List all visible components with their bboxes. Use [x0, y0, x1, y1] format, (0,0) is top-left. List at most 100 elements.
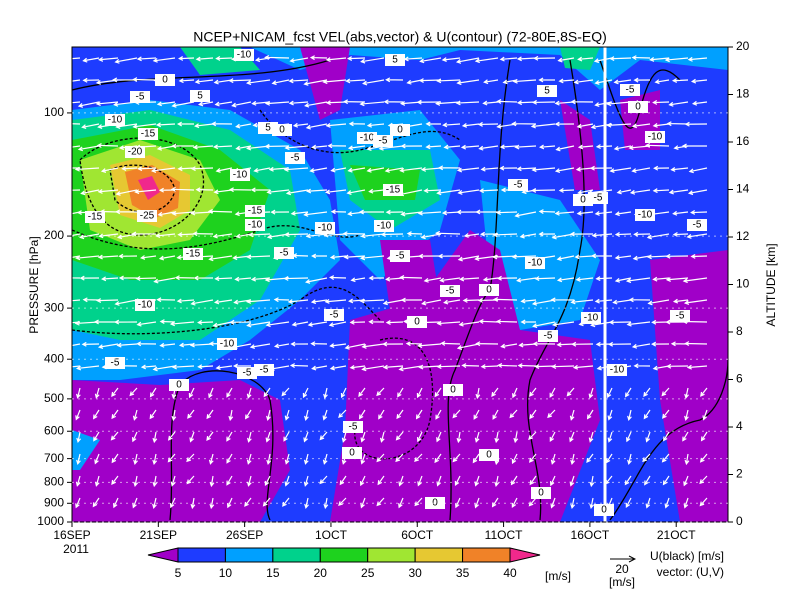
wind-vector: [379, 431, 385, 443]
wind-vector: [589, 475, 595, 488]
wind-vector: [474, 57, 499, 64]
wind-vector: [643, 409, 651, 420]
wind-vector: [458, 321, 480, 327]
wind-vector: [531, 187, 556, 193]
wind-vector: [494, 431, 500, 444]
wind-vector: [628, 297, 651, 303]
wind-vector: [135, 276, 157, 281]
wind-vector: [551, 233, 575, 240]
x-tick-label: 21SEP: [140, 528, 177, 542]
wind-vector: [287, 299, 309, 305]
wind-vector: [95, 101, 119, 107]
wind-vector: [569, 431, 575, 443]
contour-label-bg: [425, 497, 445, 509]
wind-vector: [281, 387, 290, 397]
wind-vector: [197, 320, 214, 325]
wind-vector: [362, 79, 385, 86]
wind-vector: [612, 299, 632, 305]
wind-vector: [157, 211, 176, 217]
wind-vector: [266, 189, 290, 195]
wind-vector: [273, 297, 290, 303]
wind-vector: [322, 409, 328, 421]
wind-vector: [118, 253, 138, 259]
wind-vector: [442, 122, 461, 128]
y2-tick-label: 14: [736, 182, 750, 196]
wind-vector: [570, 453, 576, 466]
contour-label-bg: [130, 91, 150, 103]
contour-label-bg: [390, 124, 410, 136]
wind-vector: [171, 409, 177, 422]
wind-vector: [341, 431, 347, 443]
wind-vector: [539, 144, 556, 150]
wind-vector: [571, 341, 594, 347]
contour-label: -5: [243, 368, 252, 379]
wind-vector: [72, 123, 81, 125]
contour-line: [72, 286, 381, 335]
wind-vector: [349, 364, 366, 370]
contour-label: -10: [648, 132, 663, 143]
wind-vector: [190, 299, 214, 306]
wind-vector: [151, 167, 176, 173]
wind-vector: [361, 365, 385, 372]
wind-vector: [187, 409, 195, 419]
wind-vector: [419, 57, 442, 64]
contour-label-bg: [254, 364, 274, 376]
wind-vector: [495, 210, 518, 216]
chart-title: NCEP+NICAM_fcst VEL(abs,vector) & U(cont…: [193, 29, 607, 45]
wind-vector: [156, 297, 176, 303]
wind-vector: [376, 453, 385, 463]
wind-vector: [231, 101, 252, 108]
wind-vector: [82, 57, 100, 63]
wind-vector: [246, 387, 252, 399]
contour-label-bg: [383, 184, 403, 196]
wind-vector: [171, 364, 195, 370]
wind-vector: [500, 343, 518, 349]
wind-vector: [305, 123, 328, 130]
wind-vector: [461, 363, 480, 369]
wind-vector: [97, 343, 119, 350]
wind-vector: [457, 255, 480, 262]
wind-vector: [626, 431, 632, 443]
wind-vector: [82, 77, 100, 83]
wind-vector: [194, 79, 214, 85]
wind-vector: [177, 166, 195, 172]
wind-vector: [423, 188, 442, 194]
wind-vector: [72, 343, 81, 347]
contour-label-bg: [373, 135, 393, 147]
wind-vector: [303, 211, 328, 217]
wind-vector: [290, 210, 309, 216]
wind-vector: [569, 231, 594, 237]
y2-tick-label: 10: [736, 277, 750, 291]
wind-vector: [170, 475, 176, 487]
wind-vector: [461, 123, 480, 128]
contour-label-bg: [407, 316, 427, 328]
wind-vector: [169, 321, 195, 327]
contour-label-bg: [285, 152, 305, 164]
wind-vector: [186, 475, 195, 485]
wind-vector: [549, 431, 556, 442]
wind-vector: [289, 57, 309, 63]
wind-vector: [492, 297, 518, 302]
wind-vector: [304, 409, 309, 421]
wind-vector: [472, 453, 480, 464]
wind-vector: [159, 319, 176, 325]
wind-vector: [554, 100, 575, 106]
contour-label-bg: [537, 85, 557, 97]
wind-vector: [614, 211, 632, 217]
wind-vector: [339, 475, 347, 486]
wind-vector: [455, 100, 480, 106]
wind-vector: [614, 255, 632, 260]
wind-vector: [624, 475, 632, 486]
wind-vector: [491, 387, 499, 398]
wind-vector: [662, 409, 670, 419]
wind-vector: [627, 409, 632, 421]
wind-vector: [517, 363, 537, 369]
wind-vector: [434, 387, 442, 398]
contour-label: -5: [280, 248, 289, 259]
wind-vector: [155, 122, 176, 128]
wind-vector: [398, 365, 423, 372]
wind-vector: [359, 101, 385, 107]
wind-vector: [111, 387, 119, 397]
wind-vector: [167, 431, 176, 441]
wind-vector: [572, 364, 594, 370]
